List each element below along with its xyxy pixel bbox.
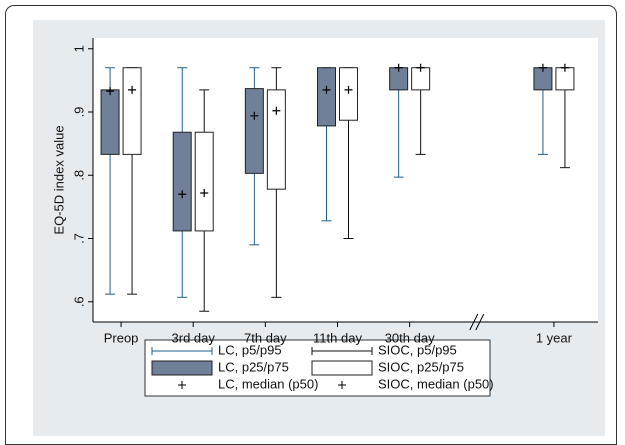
legend-label: LC, median (p50) xyxy=(218,376,318,391)
x-tick-label: 1 year xyxy=(536,330,573,345)
median xyxy=(250,111,259,120)
box xyxy=(339,67,358,121)
y-tick-label: .6 xyxy=(71,296,86,307)
median xyxy=(200,188,209,197)
box xyxy=(317,67,336,127)
legend-median xyxy=(338,381,346,389)
box xyxy=(172,131,192,232)
median xyxy=(178,190,187,199)
median xyxy=(322,85,331,94)
legend-box xyxy=(151,360,213,376)
legend-label: LC, p25/p75 xyxy=(218,359,289,374)
median xyxy=(128,85,137,94)
median xyxy=(538,63,547,72)
median xyxy=(344,85,353,94)
legend-label: SIOC, median (p50) xyxy=(378,376,494,391)
page: {"chart_data":{"type":"box","y_label":"E… xyxy=(5,5,617,445)
box xyxy=(122,67,142,155)
x-tick-label: 30th day xyxy=(385,330,435,345)
legend-median xyxy=(178,381,186,389)
x-tick-label: 7th day xyxy=(244,330,287,345)
y-axis-label: EQ-5D index value xyxy=(51,125,66,234)
legend-label: SIOC, p25/p75 xyxy=(378,359,464,374)
y-tick-label: 1 xyxy=(71,45,86,52)
x-tick-label: 3rd day xyxy=(172,330,216,345)
box xyxy=(266,89,286,190)
median xyxy=(394,63,403,72)
y-tick-label: .7 xyxy=(71,233,86,244)
median xyxy=(272,106,281,115)
median xyxy=(106,87,115,96)
box xyxy=(100,89,120,155)
legend-box xyxy=(311,360,373,376)
legend-label: SIOC, p5/p95 xyxy=(378,342,457,357)
box xyxy=(244,88,264,174)
median xyxy=(416,63,425,72)
axis-break xyxy=(469,313,485,331)
y-tick-label: .8 xyxy=(71,170,86,181)
legend-label: LC, p5/p95 xyxy=(218,342,282,357)
x-tick-label: 11th day xyxy=(313,330,362,345)
x-tick-label: Preop xyxy=(104,330,139,345)
median xyxy=(560,63,569,72)
chart: EQ-5D index value .6 .7 .8 .9 1 Preop 3rd day 7… xyxy=(33,20,605,436)
y-tick-label: .9 xyxy=(71,107,86,118)
box xyxy=(194,131,214,232)
